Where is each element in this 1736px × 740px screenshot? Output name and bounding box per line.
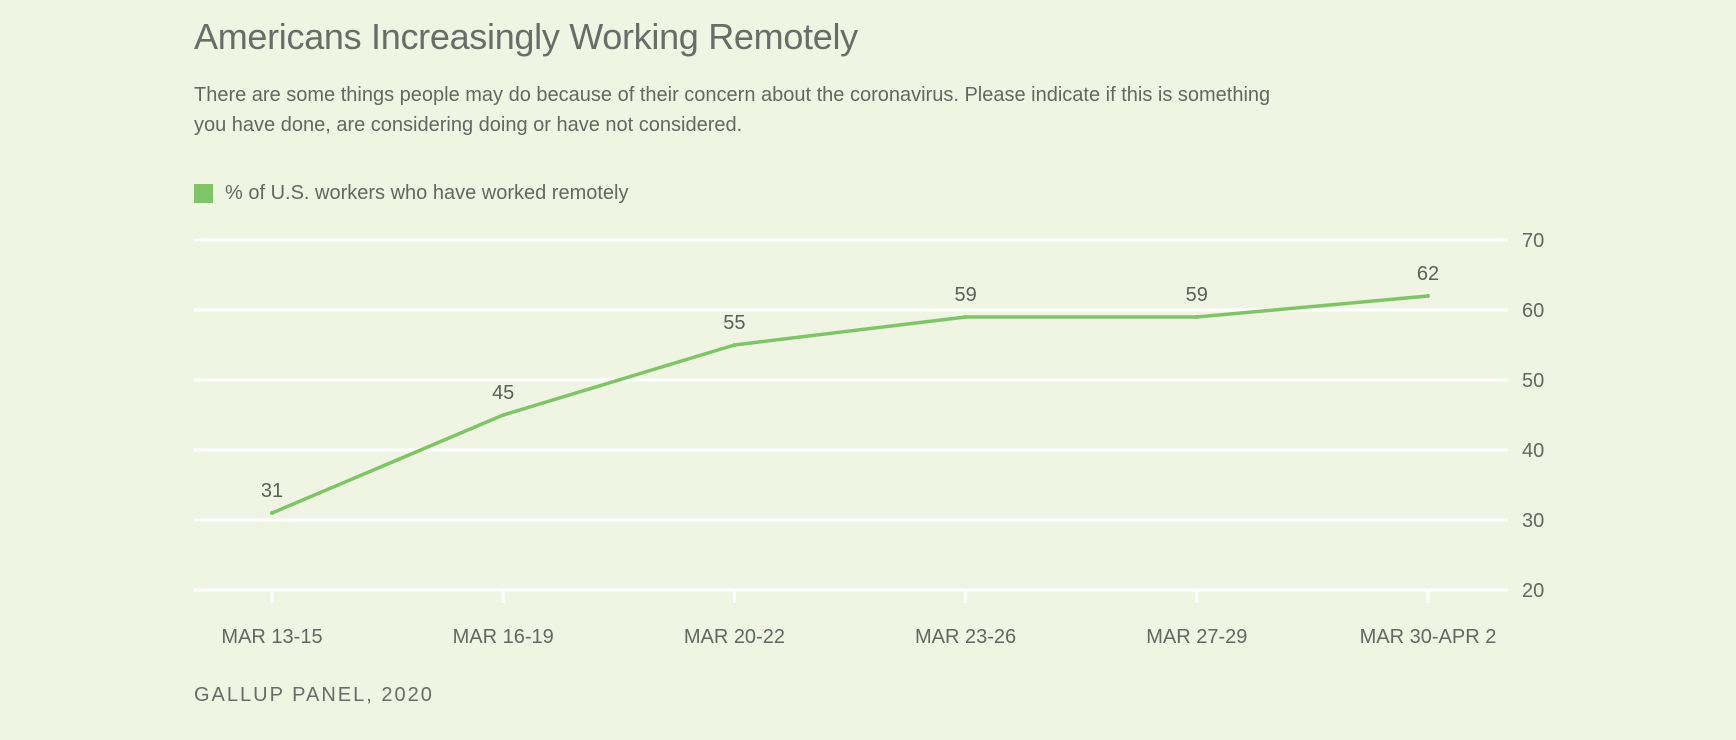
data-labels: 31 45 55 59 59 62 [261,263,1439,502]
data-point [1426,294,1430,298]
data-label: 59 [1186,284,1208,306]
x-tick-label: MAR 27-29 [1146,626,1247,648]
x-axis-ticks: MAR 13-15 MAR 16-19 MAR 20-22 MAR 23-26 MAR … [221,590,1496,648]
x-tick-label: MAR 30-APR 2 [1360,626,1497,648]
x-tick-label: MAR 23-26 [915,626,1016,648]
data-label: 59 [954,284,976,306]
y-tick-label: 20 [1522,580,1544,602]
y-axis-ticks: 20 30 40 50 60 70 [1522,230,1544,602]
legend-swatch [194,184,213,203]
data-point [501,413,506,417]
x-tick-label: MAR 20-22 [684,626,785,648]
data-point [270,511,274,515]
data-label: 55 [723,312,745,334]
x-tick-label: MAR 16-19 [453,626,554,648]
y-tick-label: 60 [1522,300,1544,322]
data-point [732,343,737,347]
x-tick-label: MAR 13-15 [221,626,322,648]
series-line [270,294,1430,515]
data-label: 45 [492,382,514,404]
y-tick-label: 40 [1522,440,1544,462]
data-label: 62 [1417,263,1439,285]
data-point [963,315,968,319]
legend-label: % of U.S. workers who have worked remote… [225,182,629,204]
y-tick-label: 50 [1522,370,1544,392]
y-tick-label: 70 [1522,230,1544,252]
chart-title: Americans Increasingly Working Remotely [194,16,858,57]
series-layer [270,294,1430,515]
data-point [1194,315,1199,319]
chart-subtitle: There are some things people may do beca… [194,84,1271,136]
legend: % of U.S. workers who have worked remote… [194,182,629,205]
y-tick-label: 30 [1522,510,1544,532]
source-note: GALLUP PANEL, 2020 [194,684,434,706]
data-label: 31 [261,480,283,502]
gridlines [194,238,1508,592]
